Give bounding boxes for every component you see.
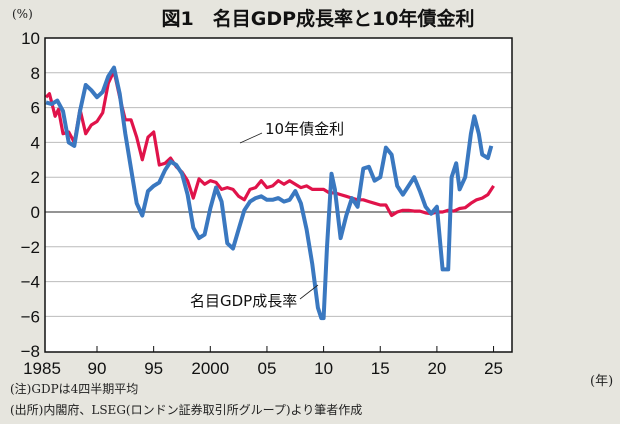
gdp-annotation: 名目GDP成長率	[190, 292, 297, 310]
y-tick-label: 6	[31, 99, 40, 118]
chart-title: 図1 名目GDP成長率と10年債金利	[162, 7, 475, 30]
x-tick-label: 20	[427, 359, 446, 378]
x-tick-label: 95	[144, 359, 163, 378]
x-tick-label: 25	[484, 359, 503, 378]
y-tick-label: 0	[31, 203, 40, 222]
series-line-10y-yield	[44, 69, 495, 218]
y-tick-label: 8	[31, 64, 40, 83]
x-axis-label: (年)	[590, 374, 613, 389]
source-note: (出所)内閣府、LSEG(ロンドン証券取引所グループ)より筆者作成	[10, 402, 362, 417]
y-tick-label: −4	[21, 273, 40, 292]
x-tick-label: 1985	[23, 359, 61, 378]
x-tick-label: 90	[88, 359, 107, 378]
gdp-annotation-leader	[299, 284, 319, 300]
footnote: (注)GDPは4四半期平均	[10, 381, 138, 396]
y-tick-label: −6	[21, 307, 40, 326]
y-tick-label: −2	[21, 238, 40, 257]
y-axis-label: (%)	[12, 7, 33, 21]
x-tick-label: 05	[257, 359, 276, 378]
plot-area	[45, 38, 512, 352]
series-line-nominal-gdp	[45, 65, 494, 321]
y-tick-label: −8	[21, 342, 40, 361]
x-tick-label: 15	[371, 359, 390, 378]
plot-border	[44, 37, 513, 353]
x-tick-label: 2000	[191, 359, 229, 378]
y-tick-label: 10	[21, 29, 40, 48]
rate-annotation: 10年債金利	[265, 120, 344, 138]
rate-annotation-leader	[239, 132, 263, 144]
y-tick-label: 4	[31, 133, 40, 152]
x-tick-label: 10	[314, 359, 333, 378]
y-tick-label: 2	[31, 168, 40, 187]
